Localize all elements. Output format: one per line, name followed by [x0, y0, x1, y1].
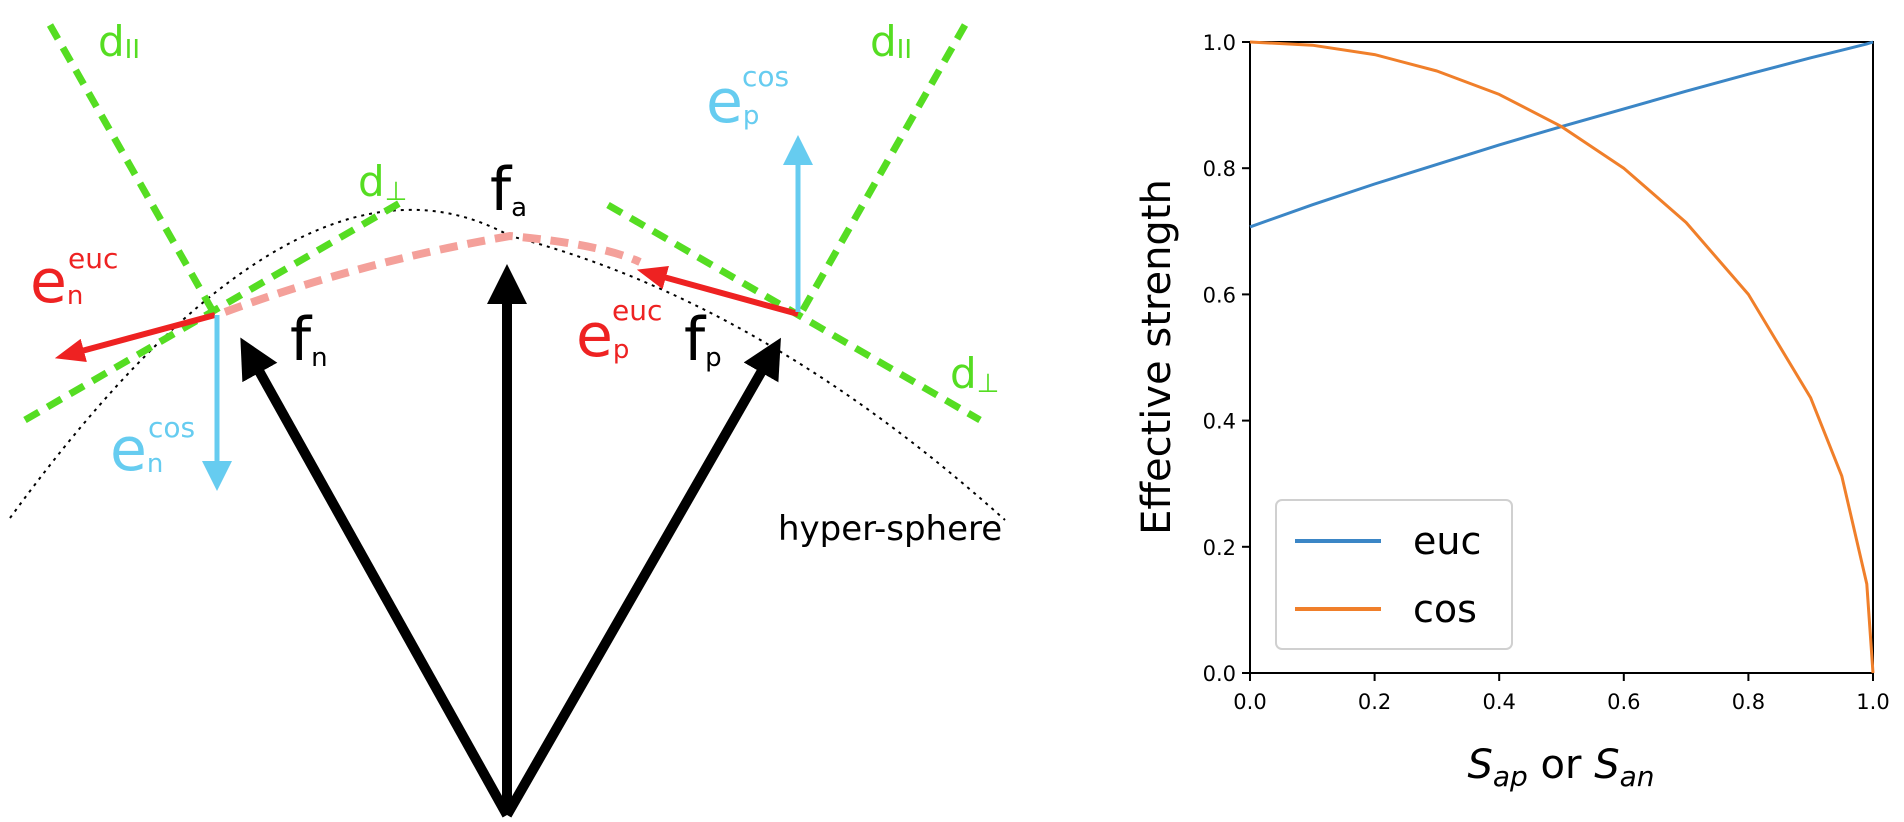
x-tick-label: 0.4	[1482, 690, 1515, 714]
ep-cos-label: epcos	[706, 60, 789, 137]
d-parallel-left-label: dII	[98, 17, 140, 66]
x-tick-label: 0.8	[1732, 690, 1765, 714]
legend-box	[1275, 499, 1513, 650]
arc-distance-dashes	[223, 231, 642, 316]
legend-cos-label: cos	[1413, 587, 1477, 631]
x-axis-title: Sap or San	[1468, 742, 1655, 793]
en-euc-label: eneuc	[30, 242, 118, 317]
y-axis-title: Effective strength	[1134, 179, 1180, 535]
fp-vector	[502, 337, 781, 818]
ep-euc-arrow	[636, 266, 799, 317]
en-euc-arrow	[54, 312, 216, 363]
x-tick-label: 0.2	[1358, 690, 1391, 714]
x-tick-label: 1.0	[1856, 690, 1889, 714]
series-lines	[1249, 40, 1875, 674]
d-perp-left-label: d⊥	[358, 157, 407, 207]
y-axis-ticks: 0.0 0.2 0.4 0.6 0.8 1.0	[1203, 31, 1250, 686]
legend: euc cos	[1275, 499, 1513, 650]
en-cos-label: encos	[110, 411, 195, 485]
x-tick-label: 0.0	[1233, 690, 1266, 714]
effective-strength-chart: 0.0 0.2 0.4 0.6 0.8 1.0 0.0 0.2 0.4 0.6 0.8 1.0 Ef…	[1134, 31, 1890, 793]
x-tick-label: 0.6	[1607, 690, 1640, 714]
y-tick-label: 0.4	[1203, 410, 1236, 434]
fn-vector	[240, 337, 512, 818]
fa-label: fa	[490, 155, 527, 225]
fp-label: fp	[684, 305, 722, 375]
d-perp-right-label: d⊥	[950, 349, 999, 399]
d-parallel-right-line	[796, 23, 969, 317]
y-tick-label: 0.2	[1203, 536, 1236, 560]
feature-diagram: dII dII d⊥ d⊥ fa fn fp eneuc epeuc encos…	[9, 17, 1006, 818]
series-line-cos	[1249, 40, 1875, 674]
y-tick-label: 0.6	[1203, 283, 1236, 307]
plot-frame	[1249, 41, 1874, 674]
fn-label: fn	[290, 305, 328, 375]
hypersphere-label: hyper-sphere	[778, 509, 1002, 549]
y-tick-label: 1.0	[1203, 31, 1236, 55]
series-line-euc	[1249, 40, 1874, 229]
y-tick-label: 0.8	[1203, 157, 1236, 181]
x-axis-ticks: 0.0 0.2 0.4 0.6 0.8 1.0	[1233, 673, 1890, 714]
legend-euc-label: euc	[1413, 519, 1481, 563]
ep-euc-label: epeuc	[576, 294, 662, 371]
y-tick-label: 0.0	[1203, 662, 1236, 686]
d-perp-left-line	[23, 196, 407, 424]
d-parallel-left-line	[46, 23, 219, 317]
d-parallel-right-label: dII	[870, 17, 912, 66]
